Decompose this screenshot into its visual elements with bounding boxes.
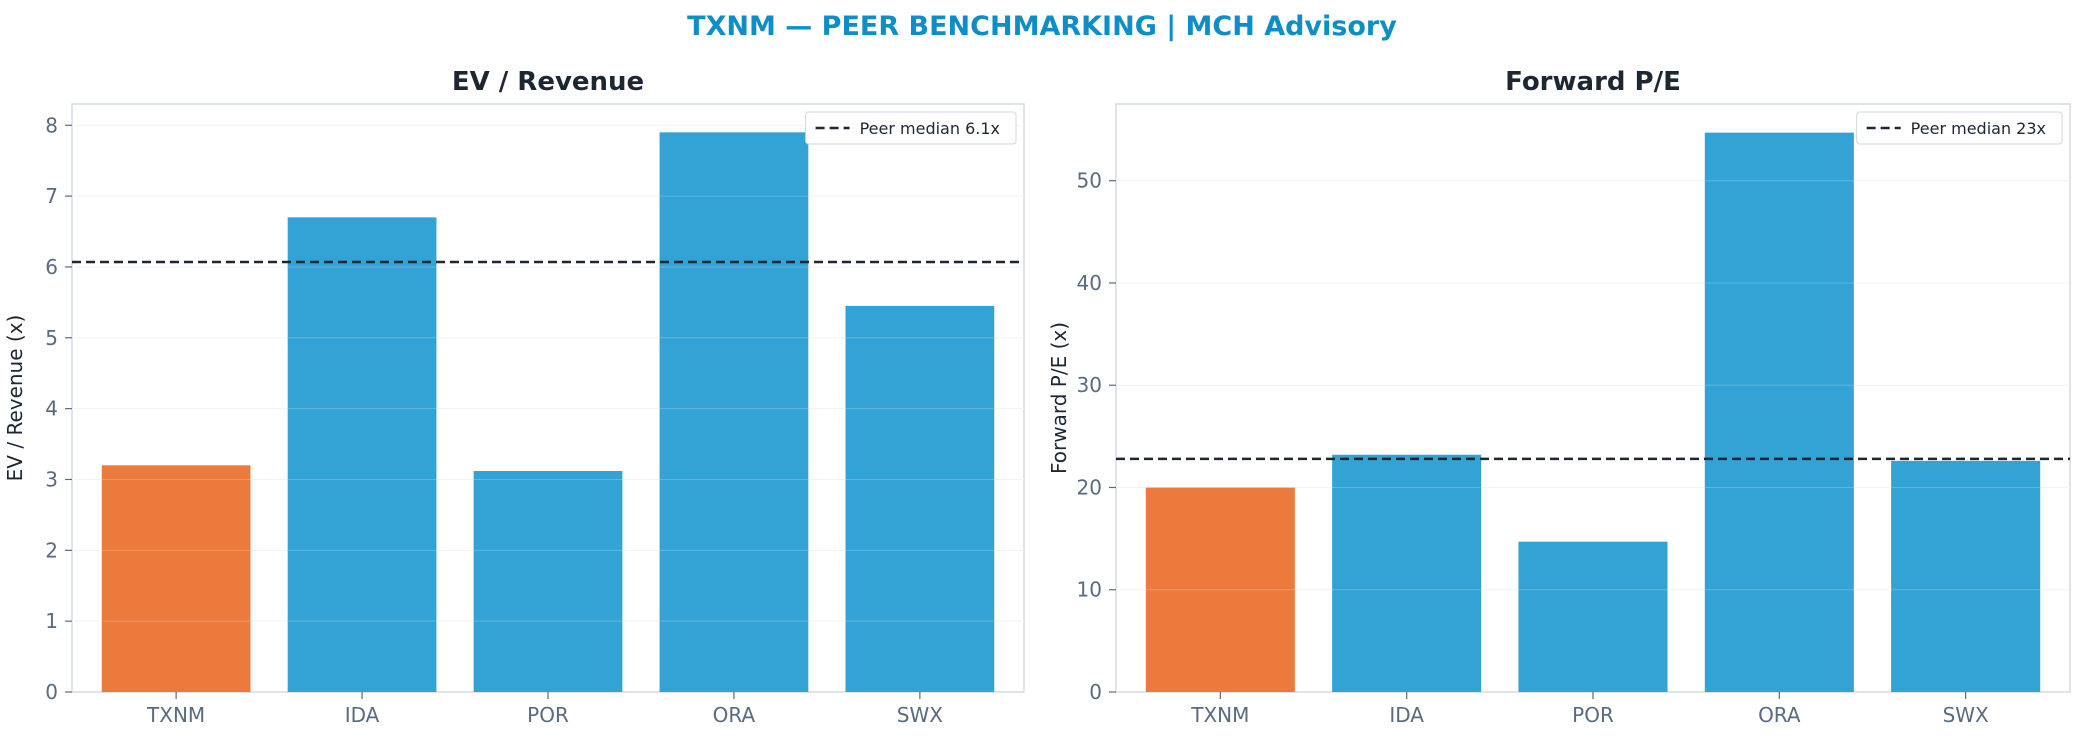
y-tick-label: 2 [45,538,58,562]
y-tick-label: 10 [1077,578,1102,602]
y-tick-label: 3 [45,467,58,491]
y-tick-label: 50 [1077,169,1102,193]
y-tick-label: 0 [45,680,58,704]
y-axis-label: Forward P/E (x) [1047,322,1071,474]
y-tick-label: 7 [45,184,58,208]
y-tick-label: 8 [45,113,58,137]
x-tick-label-swx: SWX [897,703,943,727]
bar-swx [845,305,995,692]
legend-box [1856,111,2063,145]
legend-label: Peer median 6.1x [860,119,1000,138]
x-tick-label-swx: SWX [1943,703,1989,727]
x-tick-label-por: POR [527,703,569,727]
y-axis-label: EV / Revenue (x) [3,315,27,482]
x-tick-label-txnm: TXNM [146,703,205,727]
x-tick-label-por: POR [1572,703,1614,727]
y-tick-label: 40 [1077,271,1102,295]
bar-por [1518,541,1668,692]
bar-ida [287,217,437,692]
legend: Peer median 6.1x [805,111,1017,145]
x-tick-label-ida: IDA [1389,703,1424,727]
legend-label: Peer median 23x [1911,119,2046,138]
bar-ora [1704,132,1854,692]
bar-txnm [101,465,251,692]
x-tick-label-ida: IDA [345,703,380,727]
y-tick-label: 4 [45,397,58,421]
y-tick-label: 0 [1089,680,1102,704]
bar-por [473,470,623,692]
legend-box [805,111,1017,145]
x-tick-label-ora: ORA [1758,703,1801,727]
legend: Peer median 23x [1856,111,2063,145]
bar-ora [659,132,809,693]
y-tick-label: 30 [1077,373,1102,397]
x-tick-label-ora: ORA [713,703,756,727]
y-tick-label: 6 [45,255,58,279]
forward-pe-chart: 0 10 20 30 40 50 TXNM IDA POR ORA SWX Forward P/E Fo… [1047,67,2071,727]
y-tick-label: 5 [45,326,58,350]
bar-txnm [1145,487,1295,692]
figure-title: TXNM — PEER BENCHMARKING | MCH Advisory [687,11,1397,42]
chart-title: EV / Revenue [452,67,644,97]
chart-title: Forward P/E [1505,67,1681,97]
y-tick-label: 20 [1077,475,1102,499]
bar-swx [1891,460,2041,692]
bar-ida [1332,454,1482,692]
x-tick-label-txnm: TXNM [1190,703,1249,727]
ev-revenue-chart: 0 1 2 3 4 5 6 7 8 TXNM IDA POR ORA SWX EV / Revenue EV … [3,67,1025,727]
y-tick-label: 1 [45,609,58,633]
